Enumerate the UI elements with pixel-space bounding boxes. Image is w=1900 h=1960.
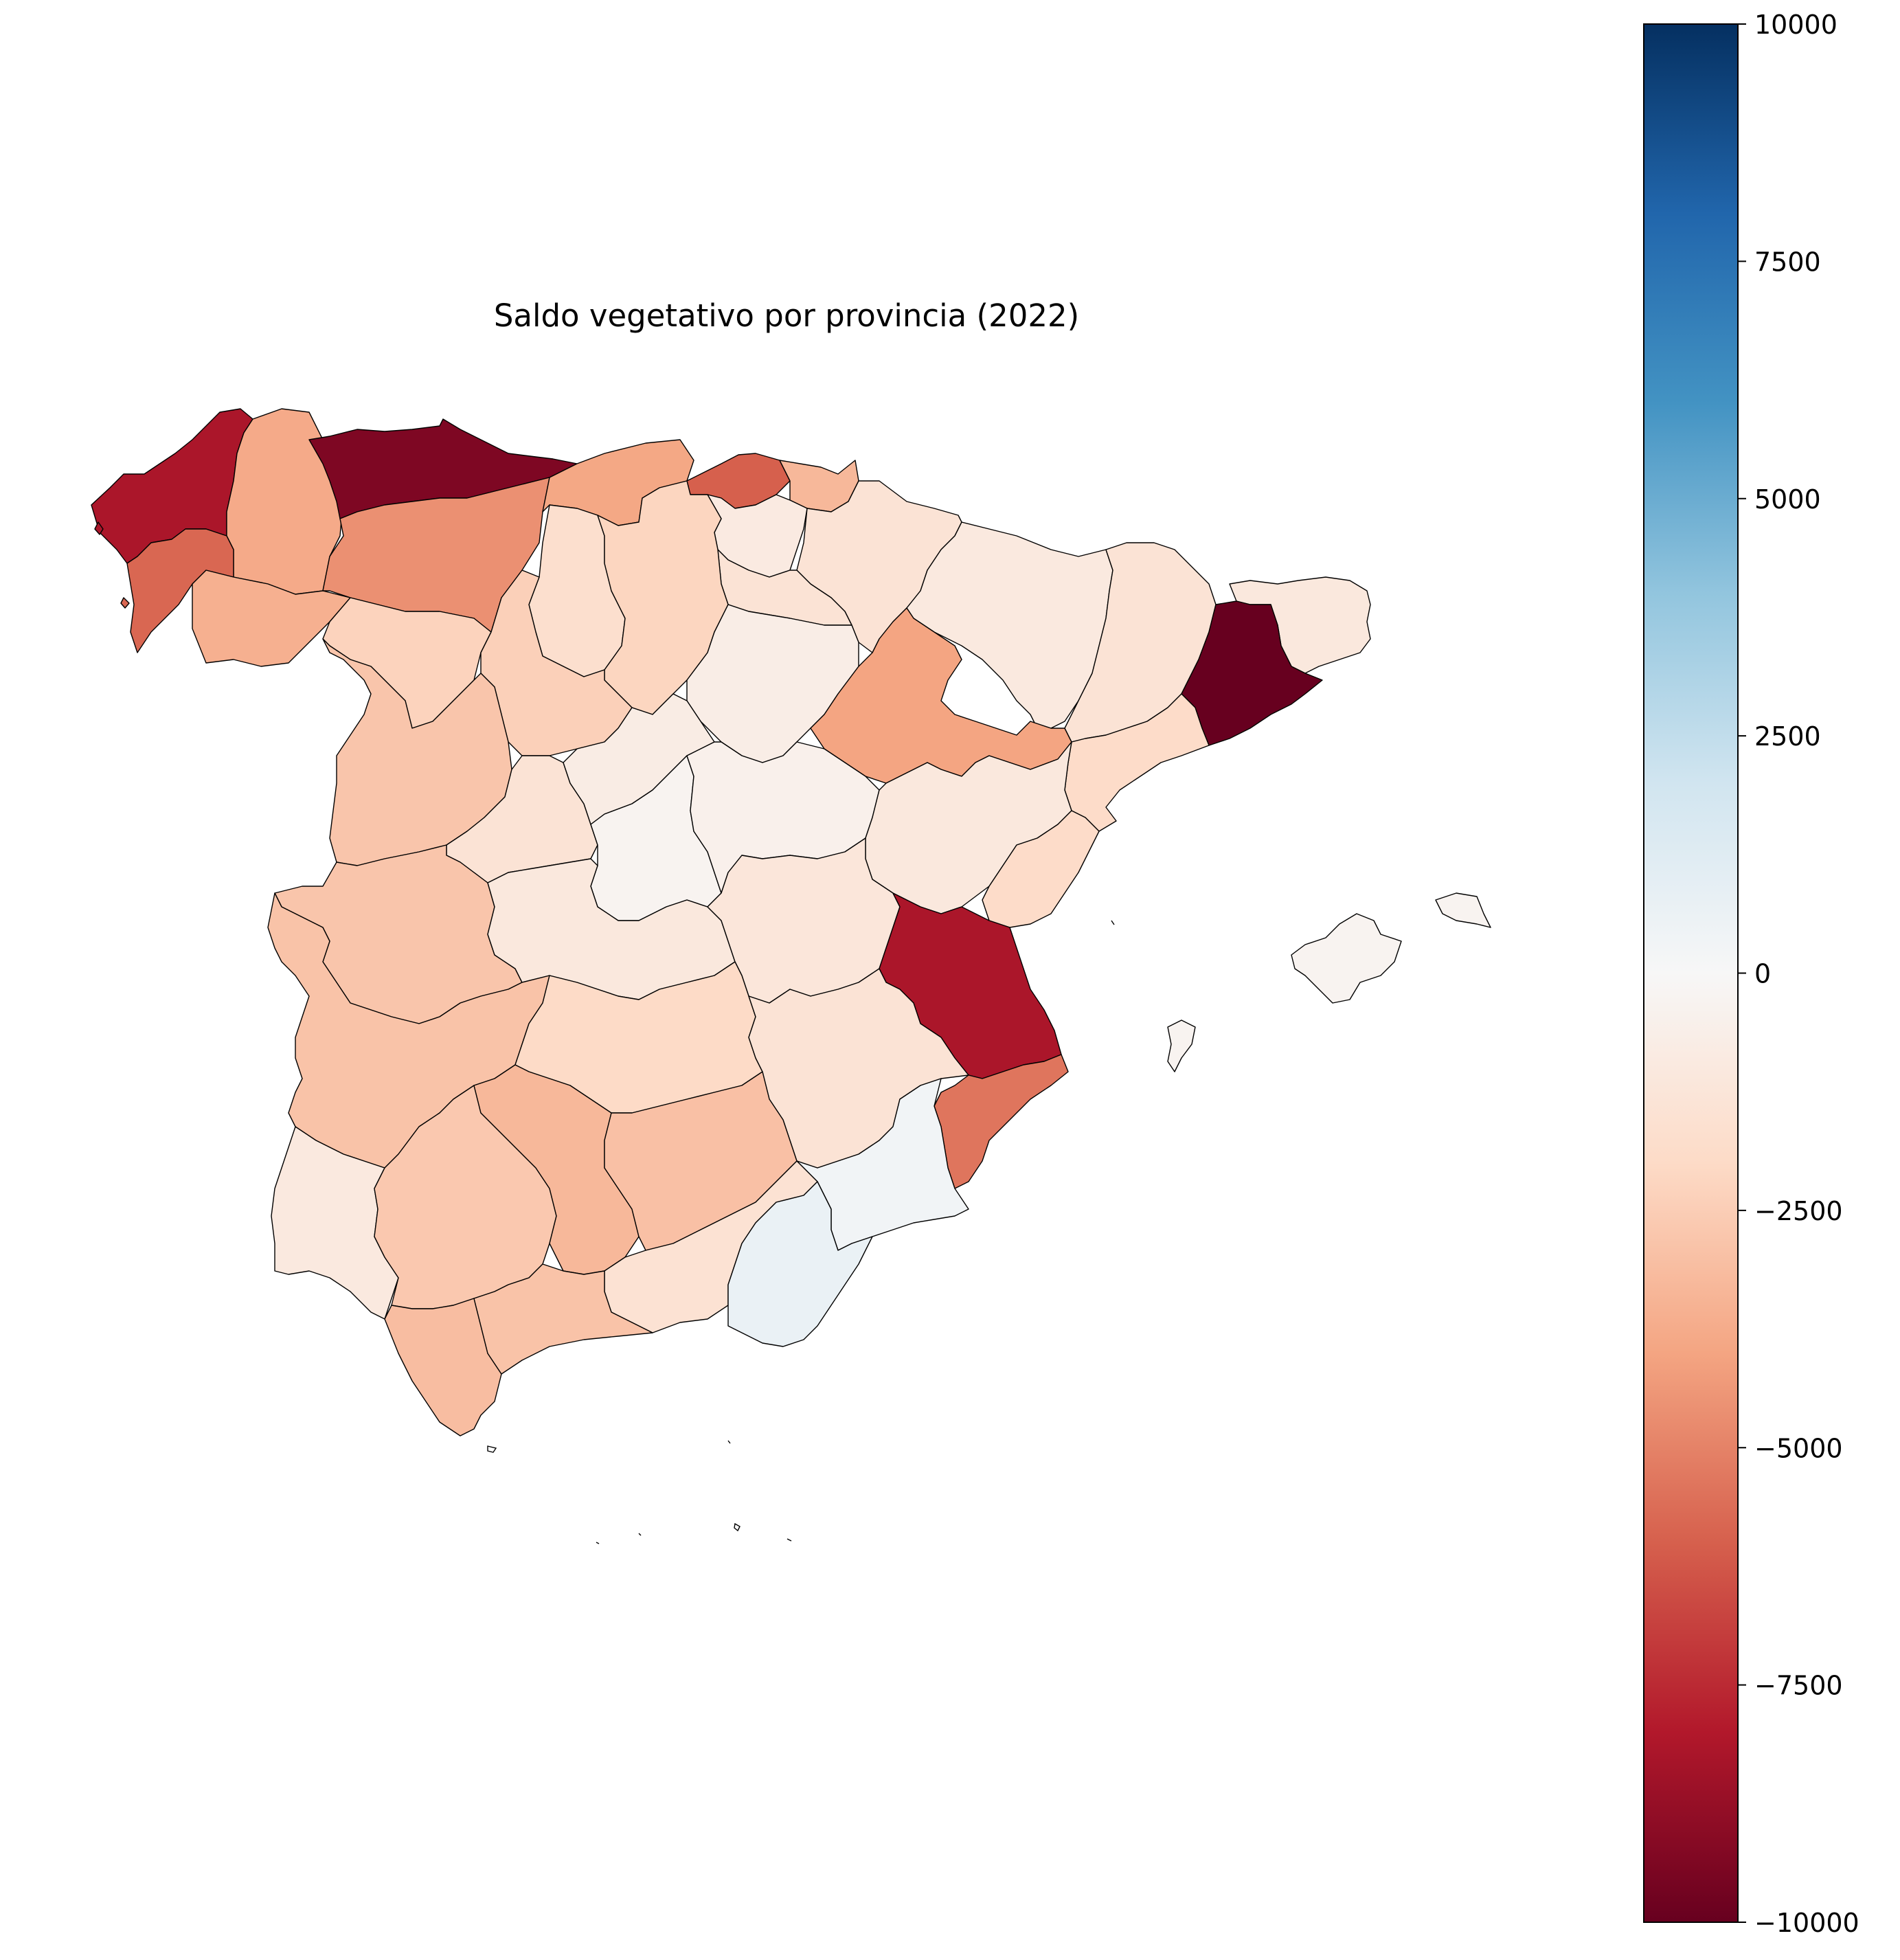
region-malaga[interactable]: Málaga: -2900: [473, 1263, 653, 1375]
colorbar-tick-label: −7500: [1754, 1671, 1843, 1701]
colorbar: [1643, 23, 1739, 1923]
minor-island: [487, 1445, 497, 1453]
region-illes-balears[interactable]: Illes Balears: -300: [1435, 892, 1491, 928]
colorbar-tick-label: −10000: [1754, 1908, 1859, 1938]
colorbar-ticks: 10000 7500 5000 2500 0 −2500 −5000 −7500 −10000: [1738, 10, 1859, 1938]
region-illes-balears[interactable]: Illes Balears: -300: [1167, 1020, 1196, 1072]
minor-island: [596, 1542, 600, 1544]
region-pontevedra[interactable]: Pontevedra: -5800: [120, 597, 130, 609]
minor-island: [734, 1522, 740, 1532]
colorbar-tick-label: 7500: [1754, 247, 1821, 277]
map-layer: A Coruña: -8200Lugo: -3800Pontevedra: -5…: [91, 408, 1491, 1437]
colorbar-tick-label: −5000: [1754, 1433, 1843, 1463]
region-ourense[interactable]: Ourense: -3600: [192, 570, 351, 667]
region-almeria[interactable]: Almería: 700: [727, 1181, 873, 1347]
colorbar-tick-label: 10000: [1754, 10, 1837, 40]
minor-island: [787, 1538, 792, 1542]
colorbar-tick-label: 0: [1754, 959, 1771, 989]
colorbar-tick-label: 2500: [1754, 721, 1821, 752]
minor-island: [727, 1440, 731, 1444]
minor-island: [638, 1533, 642, 1536]
colorbar-tick-label: 5000: [1754, 484, 1821, 515]
minor-island: [1111, 920, 1115, 925]
region-a-coruna[interactable]: A Coruña: -8200: [94, 521, 104, 535]
map-title: Saldo vegetativo por provincia (2022): [494, 297, 1079, 334]
colorbar-tick-label: −2500: [1754, 1196, 1843, 1226]
region-cadiz[interactable]: Cádiz: -3100: [384, 1298, 502, 1437]
region-barcelona[interactable]: Barcelona: -10000: [1181, 600, 1323, 746]
islands: [487, 920, 1115, 1544]
region-illes-balears[interactable]: Illes Balears: -300: [1291, 913, 1402, 1004]
